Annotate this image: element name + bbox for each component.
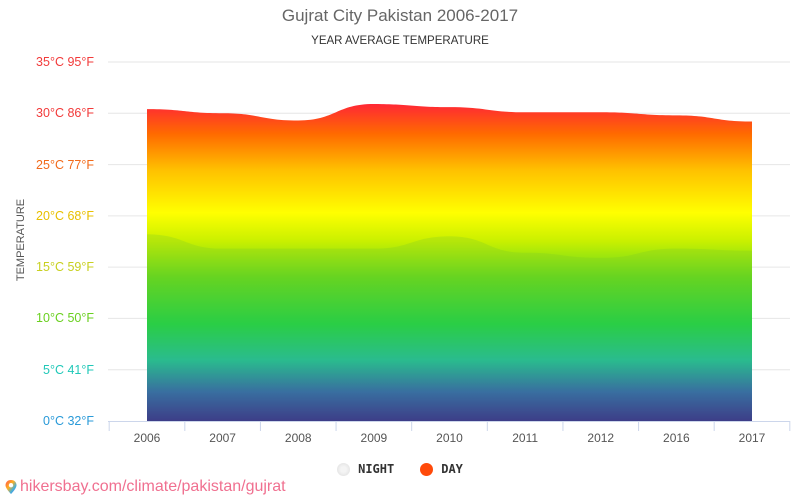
y-tick-label: 20°C 68°F: [36, 208, 94, 223]
source-link[interactable]: hikersbay.com/climate/pakistan/gujrat: [4, 478, 286, 496]
x-axis: [108, 421, 791, 431]
legend-item-day[interactable]: DAY: [420, 462, 463, 476]
y-tick-label: 25°C 77°F: [36, 157, 94, 172]
x-tick-label: 2016: [663, 431, 690, 445]
x-tick-label: 2010: [436, 431, 463, 445]
night-area: [147, 234, 752, 421]
legend: NIGHT DAY: [0, 462, 800, 476]
chart-title: Gujrat City Pakistan 2006-2017: [281, 6, 519, 25]
x-tick-label: 2007: [209, 431, 236, 445]
y-tick-label: 35°C 95°F: [36, 55, 94, 69]
y-tick-label: 10°C 50°F: [36, 311, 94, 326]
legend-label-day: DAY: [441, 462, 463, 476]
x-tick-label: 2011: [512, 431, 539, 445]
x-tick-label: 2009: [360, 431, 388, 445]
x-tick-label: 2017: [738, 431, 766, 445]
map-pin-icon: [5, 480, 17, 494]
y-tick-label: 0°C 32°F: [43, 414, 94, 428]
legend-item-night[interactable]: NIGHT: [337, 462, 394, 476]
legend-label-night: NIGHT: [358, 462, 395, 476]
chart-subtitle: YEAR AVERAGE TEMPERATURE: [311, 35, 489, 47]
day-area: [147, 104, 752, 421]
x-tick-label: 2006: [133, 431, 161, 445]
y-tick-label: 30°C 86°F: [36, 106, 94, 121]
night-dot-icon: [337, 462, 351, 476]
y-tick-label: 15°C 59°F: [36, 260, 94, 275]
y-tick-label: 5°C 41°F: [43, 362, 94, 377]
x-tick-label: 2012: [587, 431, 615, 445]
day-dot-icon: [420, 462, 434, 476]
source-text: hikersbay.com/climate/pakistan/gujrat: [20, 478, 286, 495]
x-tick-label: 2008: [284, 431, 312, 445]
